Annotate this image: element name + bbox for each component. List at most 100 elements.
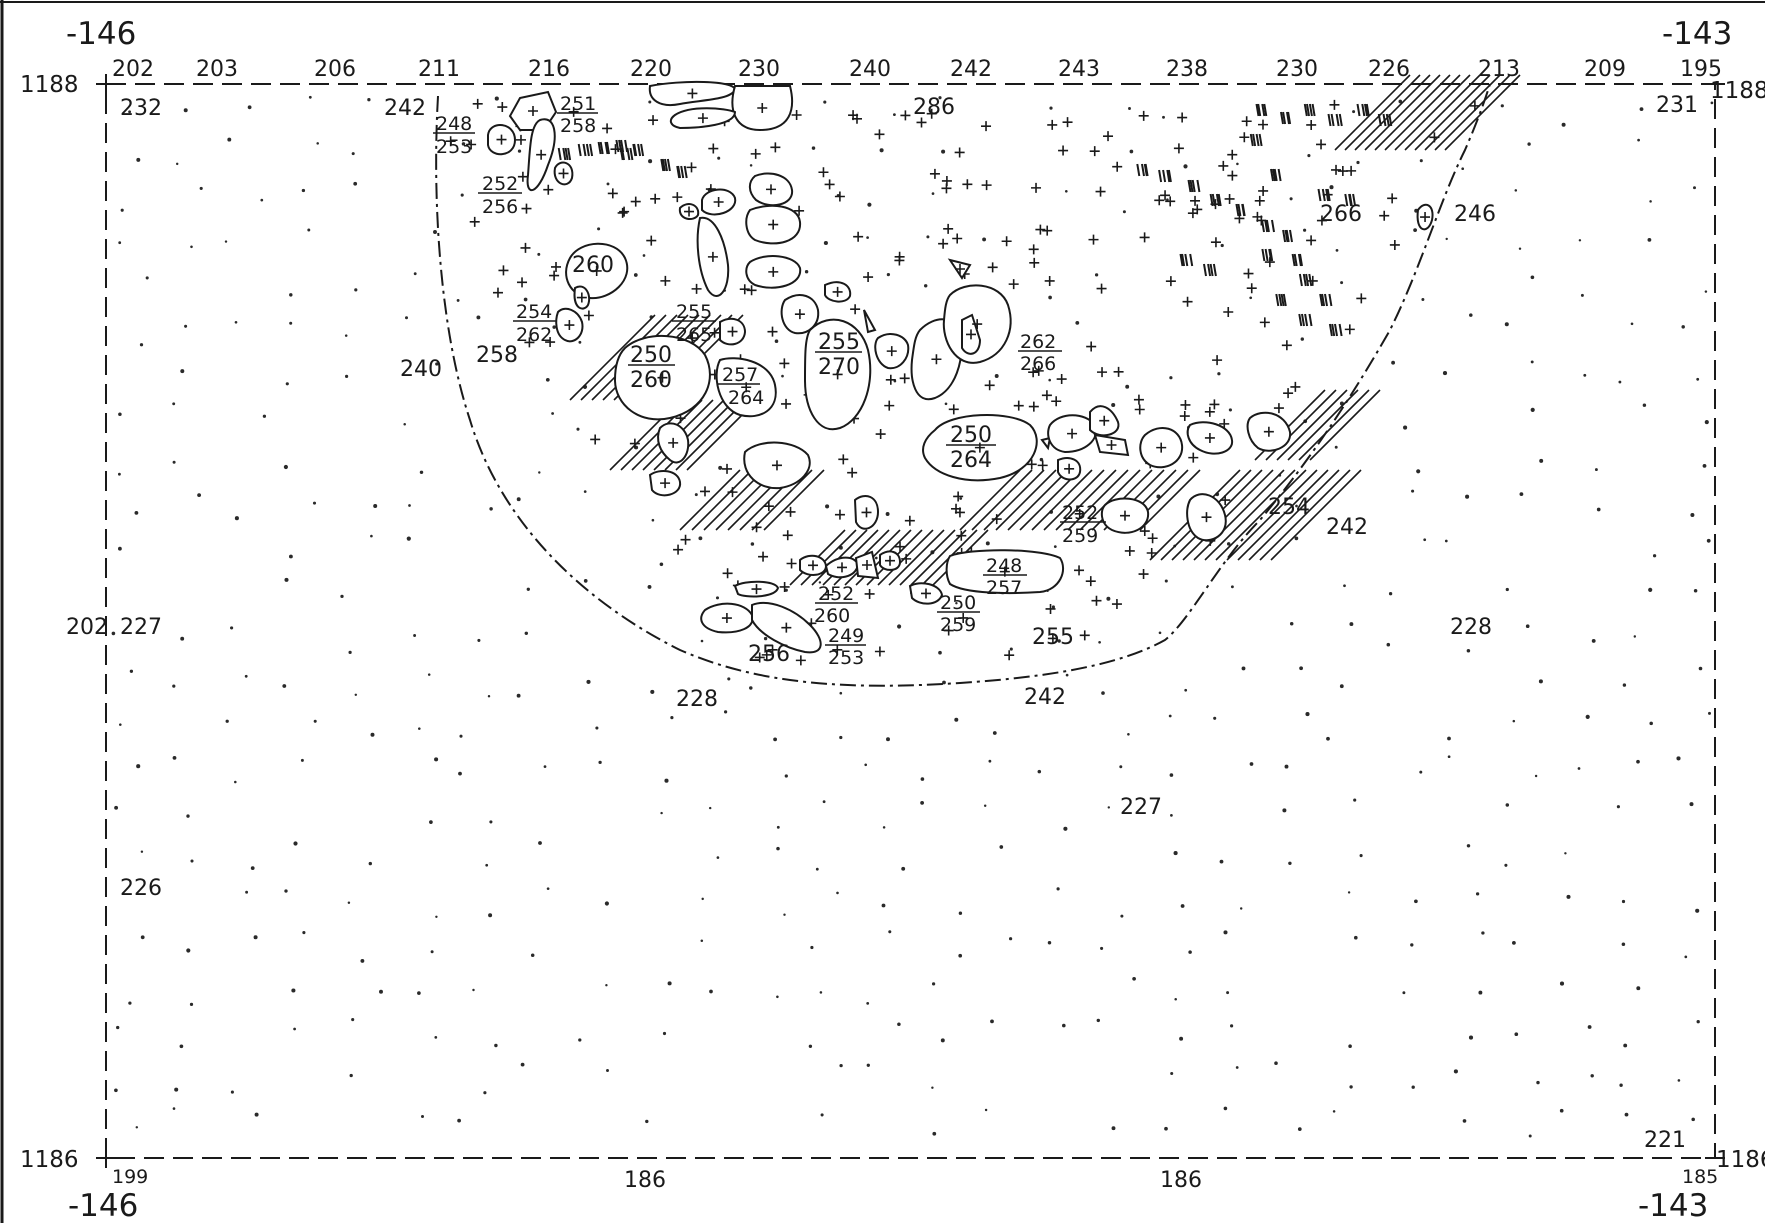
charcoal-mark [1311, 103, 1316, 117]
hatch-line [1270, 469, 1362, 561]
height-pair-bottom: 259 [1062, 525, 1098, 547]
charcoal-mark [1282, 293, 1287, 307]
stipple-dot [1056, 887, 1060, 891]
stipple-dot [1698, 666, 1703, 671]
stipple-dot [348, 650, 352, 655]
stipple-dot [282, 684, 287, 688]
stipple-dot [517, 149, 522, 153]
stone-center-marker [832, 286, 843, 297]
height-pair-bottom: 256 [482, 196, 518, 218]
stipple-dot [662, 1031, 667, 1036]
top-edge-height: 203 [196, 57, 238, 82]
stone-center-marker [496, 134, 507, 145]
stone-center-marker [966, 329, 976, 340]
cross-marker [1182, 296, 1193, 307]
cross-marker [1227, 170, 1238, 181]
cross-marker [991, 514, 1002, 525]
cross-marker [1139, 526, 1150, 537]
stipple-dot [1048, 295, 1052, 300]
stipple-dot [180, 636, 185, 641]
cross-marker [619, 206, 630, 217]
stipple-dot [370, 534, 373, 538]
height-pair-top: 252 [482, 173, 518, 195]
stipple-dot [430, 950, 434, 954]
stipple-dot [1647, 238, 1652, 242]
stipple-dot [140, 850, 144, 853]
stipple-dot [1695, 908, 1700, 913]
stipple-dot [488, 913, 493, 918]
stipple-dot [1594, 468, 1598, 472]
charcoal-mark [1162, 169, 1167, 183]
top-edge-height: 213 [1478, 57, 1520, 82]
charcoal-mark [1282, 111, 1287, 125]
cross-marker [1044, 275, 1055, 286]
stipple-dot [179, 1044, 184, 1049]
charcoal-mark [1273, 168, 1278, 182]
stipple-dot [660, 811, 663, 815]
stipple-dot [783, 913, 786, 916]
cross-marker [786, 558, 797, 569]
cross-marker [926, 108, 937, 119]
stipple-dot [1164, 1126, 1168, 1131]
charcoal-mark [597, 141, 602, 155]
stipple-dot [1162, 115, 1165, 119]
cross-marker [445, 136, 456, 147]
stipple-dot [1469, 313, 1473, 317]
stipple-dot [1349, 622, 1354, 627]
charcoal-mark [1328, 323, 1333, 337]
charcoal-mark [1297, 253, 1302, 267]
cross-marker [938, 238, 949, 249]
stone-center-marker [727, 326, 738, 337]
cross-marker [848, 110, 859, 121]
stipple-dot [118, 472, 121, 476]
stipple-dot [433, 230, 437, 234]
stipple-dot [598, 760, 602, 765]
spot-heights: 232 231 286 242 246 266 240 258 227 228 … [120, 93, 1698, 1153]
stipple-dot [984, 1108, 988, 1112]
hatch-line [1259, 469, 1351, 561]
spot-height: 242 [1326, 515, 1368, 540]
stipple-dot [373, 504, 378, 508]
spot-height: 232 [120, 96, 162, 121]
stipple-dot [866, 1002, 870, 1005]
stipple-dot [434, 1036, 438, 1039]
stipple-dot [417, 991, 421, 995]
stipple-dot [1475, 892, 1480, 896]
cross-marker [1004, 650, 1015, 661]
stipple-dot [1217, 372, 1221, 376]
stipple-dot [172, 1107, 176, 1110]
stipple-dot [1419, 770, 1423, 774]
stipple-dot [717, 156, 721, 160]
cross-marker [549, 270, 560, 281]
cross-marker [687, 333, 698, 344]
bottom-edge-height: 186 [624, 1168, 666, 1193]
stipple-dot [1677, 1079, 1681, 1082]
grid-x-top-right: -143 [1662, 16, 1732, 52]
charcoal-mark [1136, 163, 1141, 177]
top-edge-height: 206 [314, 57, 356, 82]
stipple-dot [234, 320, 238, 324]
cross-marker [1204, 406, 1215, 417]
cross-marker [746, 285, 757, 296]
hatch-line [1364, 74, 1441, 151]
stipple-dot [586, 679, 591, 684]
stipple-dot [1518, 247, 1522, 250]
stone-center-marker [1201, 512, 1212, 523]
height-pair-bottom: 266 [1020, 353, 1056, 375]
stipple-dot [820, 1113, 824, 1117]
stipple-dot [1100, 946, 1104, 950]
stone-center-marker [528, 106, 538, 116]
stipple-dot [724, 710, 728, 714]
height-pair-bottom: 259 [940, 614, 976, 636]
stipple-dot [881, 903, 886, 908]
cross-marker [1035, 224, 1046, 235]
stipple-dot [316, 142, 319, 145]
stipple-dot [1391, 360, 1396, 365]
cross-marker [630, 196, 641, 207]
stipple-dot [1284, 764, 1289, 769]
stipple-dot [234, 780, 237, 784]
spot-height: 227 [120, 615, 162, 640]
stipple-dot [354, 693, 358, 697]
stipple-dot [435, 362, 439, 366]
stipple-dot [283, 464, 288, 470]
